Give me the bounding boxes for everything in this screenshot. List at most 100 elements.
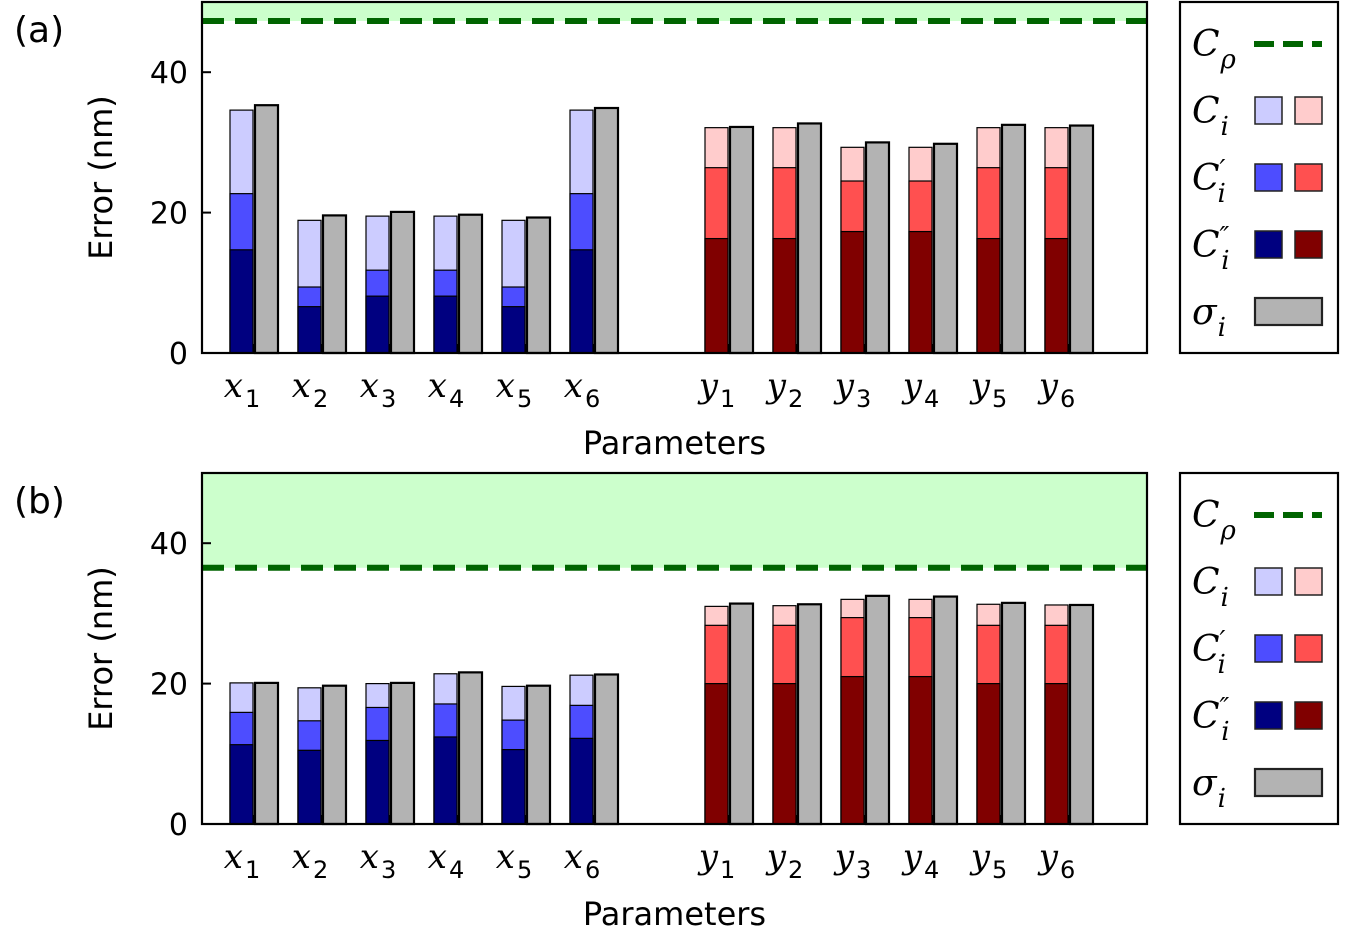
x-tick-label: y6	[1037, 366, 1076, 413]
x-tick-label-sub: 6	[1060, 856, 1075, 884]
legend-swatch-y	[1294, 163, 1323, 192]
bar-sigma-x1	[253, 681, 280, 826]
bar-c-dprime-x1	[229, 249, 254, 354]
x-tick-label-sub: 5	[517, 856, 532, 884]
x-tick-label: x4	[428, 366, 464, 413]
x-tick-label: x1	[224, 837, 260, 884]
x-tick-label-sub: 6	[1060, 385, 1075, 413]
x-tick-label: x3	[360, 366, 396, 413]
x-tick-label-sub: 1	[245, 385, 260, 413]
legend-sub: i	[1221, 112, 1229, 142]
x-tick-label: y6	[1037, 837, 1076, 884]
bar-sigma-y1	[728, 602, 755, 826]
threshold-region	[202, 2, 1147, 21]
x-tick-label-sub: 2	[313, 856, 328, 884]
legend-swatch-x	[1254, 701, 1283, 730]
bar-sigma-y4	[932, 142, 959, 355]
legend-sub: i	[1221, 246, 1229, 276]
bar-sigma-x3	[389, 681, 416, 826]
y-tick-label: 40	[150, 56, 188, 91]
x-tick-label: y5	[969, 837, 1008, 884]
x-tick-label-sub: 3	[856, 856, 871, 884]
bar-c-dprime-y5	[976, 237, 1001, 354]
bar-c-dprime-y4	[908, 230, 933, 354]
x-tick-label: x2	[292, 837, 328, 884]
bar-sigma-y1	[728, 125, 755, 355]
x-tick-label: x5	[496, 837, 532, 884]
bar-c-dprime-y4	[908, 675, 933, 825]
bar-sigma-y3	[864, 594, 891, 826]
legend-swatch-x	[1254, 567, 1283, 596]
legend-sub: i	[1221, 717, 1229, 747]
x-tick-label: y3	[833, 366, 872, 413]
legend-sub: i	[1217, 650, 1225, 680]
legend-sub: i	[1218, 784, 1226, 814]
legend-prime: ″	[1220, 222, 1230, 252]
bar-c-dprime-y3	[840, 230, 865, 354]
x-tick-label: x6	[564, 837, 600, 884]
x-tick-label-sub: 1	[720, 385, 735, 413]
x-tick-label-sub: 3	[856, 385, 871, 413]
x-tick-label-sub: 2	[788, 385, 803, 413]
legend-swatch-y	[1294, 567, 1323, 596]
y-axis-title: Error (nm)	[82, 566, 120, 731]
legend-prime: ′	[1220, 626, 1226, 656]
x-tick-label-sub: 5	[992, 856, 1007, 884]
bar-c-dprime-y3	[840, 675, 865, 825]
bar-c-dprime-x4	[433, 295, 458, 354]
bar-c-dprime-x4	[433, 736, 458, 825]
panel-a: 0 20 40 x1 x2 x3 x4 x5 x6 y1 y2 y3 y4 y5 y6 Parameters E…	[14, 0, 1340, 462]
y-tick-label: 0	[169, 808, 188, 843]
legend-swatch-x	[1254, 96, 1283, 125]
x-tick-label: x5	[496, 366, 532, 413]
legend-prime: ′	[1220, 155, 1226, 185]
legend-sub: i	[1217, 179, 1225, 209]
bar-sigma-x6	[593, 106, 620, 355]
legend-swatch-x	[1254, 163, 1283, 192]
legend-swatch-x	[1254, 634, 1283, 663]
x-tick-label: y2	[765, 837, 804, 884]
panel-label: (b)	[14, 481, 65, 522]
axes-frame	[200, 0, 1149, 355]
x-tick-label-sub: 5	[517, 385, 532, 413]
bar-c-dprime-y2	[772, 682, 797, 825]
x-tick-label: x2	[292, 366, 328, 413]
x-tick-label-sub: 4	[924, 385, 939, 413]
bar-c-dprime-y1	[704, 237, 729, 354]
legend-swatch-y	[1294, 96, 1323, 125]
x-tick-label-sub: 6	[585, 856, 600, 884]
bar-c-dprime-x3	[365, 295, 390, 354]
x-axis-title: Parameters	[583, 895, 766, 930]
x-tick-label-sub: 4	[924, 856, 939, 884]
legend-swatch-y	[1294, 634, 1323, 663]
x-tick-label: y1	[697, 837, 736, 884]
bar-c-dprime-x5	[501, 748, 526, 825]
bar-c-dprime-y6	[1044, 237, 1069, 354]
panel-label: (a)	[14, 10, 64, 51]
bar-sigma-x4	[457, 213, 484, 355]
bar-sigma-y5	[1000, 601, 1027, 826]
x-tick-label: y3	[833, 837, 872, 884]
threshold-region	[202, 473, 1147, 568]
x-tick-label-sub: 6	[585, 385, 600, 413]
x-tick-label: x3	[360, 837, 396, 884]
x-tick-label: y1	[697, 366, 736, 413]
bar-c-dprime-x6	[569, 249, 594, 354]
x-tick-label-sub: 1	[245, 856, 260, 884]
legend-sub: ρ	[1220, 45, 1237, 75]
bar-c-dprime-x6	[569, 737, 594, 825]
bar-c-dprime-y1	[704, 682, 729, 825]
bar-sigma-x5	[525, 684, 552, 826]
bar-c-dprime-y6	[1044, 682, 1069, 825]
x-tick-label: y2	[765, 366, 804, 413]
bar-sigma-y6	[1068, 603, 1095, 826]
x-tick-label: y5	[969, 366, 1008, 413]
y-axis-title: Error (nm)	[82, 95, 120, 260]
legend-swatch-y	[1294, 701, 1323, 730]
legend-swatch-y	[1294, 230, 1323, 259]
bar-sigma-x1	[253, 104, 280, 355]
bar-sigma-y5	[1000, 123, 1027, 355]
